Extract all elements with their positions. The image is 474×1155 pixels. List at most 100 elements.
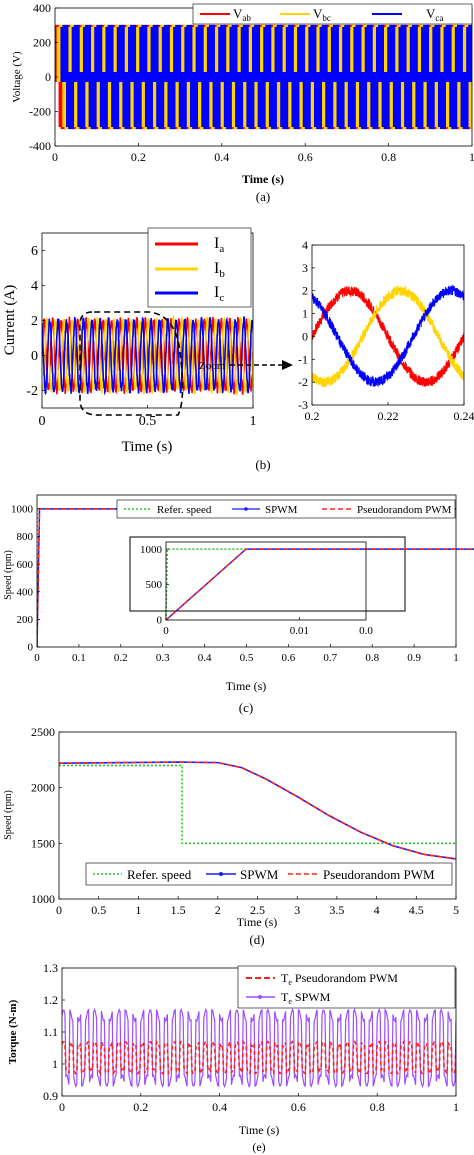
x-tick-label: 3: [294, 903, 300, 917]
panel-b-xlabel: Time (s): [122, 439, 173, 455]
panel-c-legend: Refer. speed SPWM Pseudorandom PWM: [116, 499, 456, 519]
y-tick-label: 500: [146, 579, 163, 591]
x-tick-label: 0.3: [156, 652, 170, 664]
x-tick-label: 0: [163, 625, 169, 637]
panel-d-ylabel: Speed (rpm): [3, 790, 14, 840]
x-tick-label: 0.6: [282, 652, 296, 664]
y-tick-label: 0: [157, 615, 163, 627]
y-tick-label: 0: [45, 70, 51, 84]
y-tick-label: 2000: [31, 781, 55, 795]
panel-c-ylabel: Speed (rpm): [3, 550, 14, 600]
panel-e-ticks: 0 0.2 0.4 0.6 0.8 1 1.3 1.2 1.1 1 0.9: [43, 961, 459, 1114]
panel-c-inset-bg: [129, 536, 406, 612]
y-tick-label: 800: [17, 531, 34, 543]
y-tick-label: -400: [29, 139, 51, 153]
y-tick-label: 1.2: [43, 993, 58, 1007]
x-tick-label: 0.8: [365, 652, 379, 664]
y-tick-label: 400: [33, 1, 51, 15]
y-tick-label: -2: [298, 375, 308, 389]
x-tick-label: 0.1: [72, 652, 86, 664]
x-tick-label: 0.01: [290, 625, 309, 637]
x-tick-label: 0: [56, 903, 62, 917]
x-tick-label: 0.4: [198, 652, 212, 664]
y-tick-label: 6: [31, 244, 38, 259]
panel-c-legend-label: Pseudorandom PWM: [357, 504, 452, 516]
panel-c-inset-plot: [165, 548, 474, 621]
panel-e-plot: [62, 1007, 456, 1089]
panel-b-ylabel: Current (A): [2, 285, 18, 355]
series-line-0: [312, 286, 464, 388]
y-tick-label: 1000: [11, 503, 34, 515]
x-tick-label: 0.22: [378, 409, 399, 423]
series-line-1: [59, 761, 456, 860]
panel-e-caption: (e): [252, 1140, 265, 1154]
panel-d-plot: [59, 761, 456, 860]
panel-b-legend-label: Ia: [214, 235, 224, 255]
series-line-2: [165, 548, 474, 621]
panel-b-zoom-ticks: 0.2 0.22 0.24 4 3 2 1 0 -1 -2 -3: [298, 238, 474, 423]
y-tick-label: 3: [302, 261, 308, 275]
panel-e-legend-label: Te Pseudorandom PWM: [281, 971, 398, 987]
x-tick-label: 1: [469, 150, 474, 164]
x-tick-label: 0: [39, 414, 46, 429]
y-tick-label: 4: [31, 279, 38, 294]
panel-c: 0 0.1 0.2 0.3 0.4 0.5 0.6 0.7 0.8 0.9 1 0 200 400 600 8…: [3, 494, 474, 715]
y-tick-label: 1000: [140, 544, 163, 556]
x-tick-label: 0.2: [133, 1100, 148, 1114]
x-tick-label: 0.7: [323, 652, 337, 664]
x-tick-label: 0: [52, 150, 58, 164]
panel-d-caption: (d): [249, 932, 264, 947]
panel-a-ticks: 0 0.2 0.4 0.6 0.8 1 400 200 0 -200 -400: [29, 1, 474, 164]
x-tick-label: 0.6: [298, 150, 313, 164]
panel-d-legend-label: Refer. speed: [127, 867, 192, 882]
series-line-2: [59, 761, 456, 860]
y-tick-label: -3: [298, 398, 308, 412]
x-tick-label: 0: [59, 1100, 65, 1114]
y-tick-label: 1.3: [43, 961, 58, 975]
panel-d-legend-label: Pseudorandom PWM: [323, 867, 435, 882]
series-line-2: [312, 284, 464, 387]
panel-c-legend-label: SPWM: [265, 504, 298, 516]
panel-e: 0 0.2 0.4 0.6 0.8 1 1.3 1.2 1.1 1 0.9 Te Pseudoran…: [7, 961, 459, 1154]
panel-a: 0 0.2 0.4 0.6 0.8 1 400 200 0 -200 -400 Vab Vbc Vc…: [11, 1, 474, 204]
series-line-b: [42, 314, 253, 397]
panel-a-plot: [55, 24, 472, 130]
x-tick-label: 0.9: [407, 652, 421, 664]
x-tick-label: 4.5: [409, 903, 424, 917]
x-tick-label: 0.6: [291, 1100, 306, 1114]
series-line-0: [59, 764, 456, 845]
x-tick-label: 0.2: [305, 409, 320, 423]
x-tick-label: 1: [453, 652, 459, 664]
panel-e-legend-label: Te SPWM: [281, 990, 331, 1006]
panel-b-zoom-label: Zoom: [199, 360, 226, 372]
y-tick-label: 0.9: [43, 1089, 58, 1103]
y-tick-label: 400: [17, 586, 34, 598]
x-tick-label: 0: [34, 652, 40, 664]
x-tick-label: 0.5: [139, 414, 157, 429]
panel-e-legend: Te Pseudorandom PWM Te SPWM: [237, 965, 456, 1009]
y-tick-label: 2: [302, 284, 308, 298]
x-tick-label: 0.5: [240, 652, 254, 664]
panel-b-zoom-ellipse: [78, 311, 184, 416]
x-tick-label: 0.24: [454, 409, 474, 423]
y-tick-label: -2: [26, 384, 38, 399]
y-tick-label: 0: [31, 349, 38, 364]
panel-d-xlabel: Time (s): [237, 915, 278, 929]
panel-d-ticks: 0 0.5 1 1.5 2 2.5 3 3.5 4 4.5 5 2500 2000 1500 1000: [31, 725, 459, 917]
panel-d-legend-label: SPWM: [240, 867, 279, 882]
y-tick-label: 1000: [31, 892, 55, 906]
panel-a-caption: (a): [256, 189, 270, 204]
x-tick-label: 3.5: [329, 903, 344, 917]
panel-b-legend-label: Ic: [214, 284, 224, 304]
x-tick-label: 4: [374, 903, 380, 917]
panel-b-legend-label: Ib: [214, 260, 225, 280]
panel-b-plot: [42, 314, 253, 397]
panel-d: 0 0.5 1 1.5 2 2.5 3 3.5 4 4.5 5 2500 2000 1500 1000 Re…: [3, 725, 459, 947]
y-tick-label: 2: [31, 314, 38, 329]
panel-a-xlabel: Time (s): [242, 172, 284, 186]
x-tick-label: 0.4: [214, 150, 229, 164]
panel-b-zoom-plot: [312, 284, 464, 388]
series-line-c: [42, 316, 253, 396]
panel-c-inset-ticks: 0 0.01 0.0 0 500 1000: [140, 544, 373, 637]
